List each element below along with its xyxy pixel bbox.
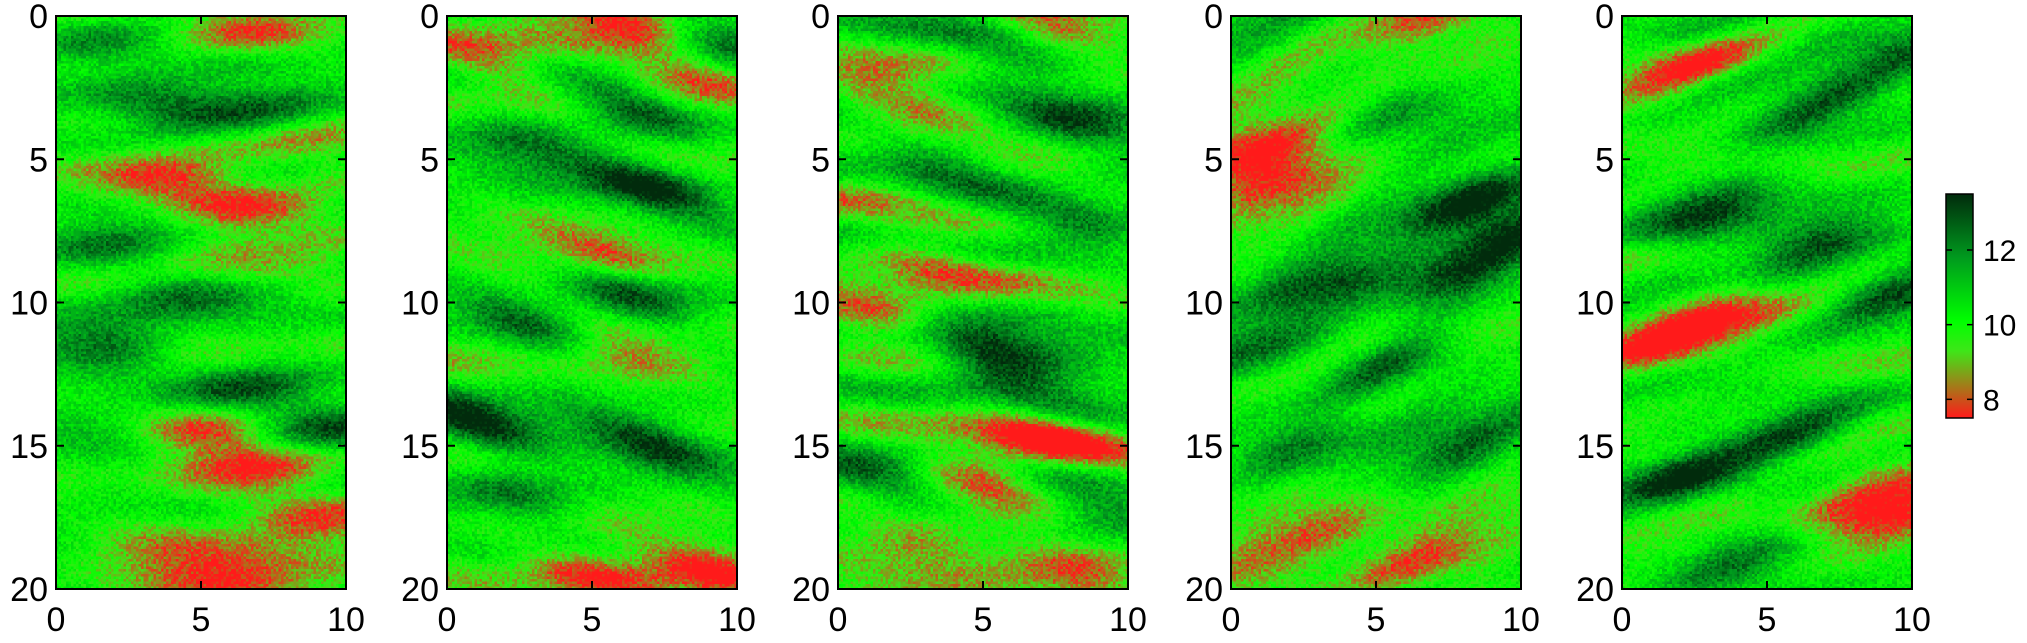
- x-tick-label: 5: [583, 601, 602, 639]
- y-tick-label: 20: [401, 571, 439, 609]
- x-tick-label: 10: [1109, 601, 1147, 639]
- colorbar-tick-label: 10: [1983, 310, 2016, 343]
- y-tick-label: 0: [1595, 0, 1614, 36]
- y-tick-label: 20: [792, 571, 830, 609]
- x-tick-label: 10: [718, 601, 756, 639]
- y-tick-label: 5: [420, 141, 439, 179]
- panel-4-heatmap: [1231, 16, 1521, 589]
- colorbar: 8 10 12: [1945, 193, 2016, 419]
- y-tick-label: 15: [792, 428, 830, 466]
- panel-2: 0 5 10 0 5 10 15 20: [401, 0, 756, 639]
- y-tick-label: 0: [29, 0, 48, 36]
- y-tick-label: 10: [10, 285, 48, 323]
- colorbar-tick-label: 12: [1983, 235, 2016, 268]
- y-tick-label: 10: [792, 285, 830, 323]
- y-tick-label: 5: [1595, 141, 1614, 179]
- x-tick-label: 0: [1222, 601, 1241, 639]
- y-tick-label: 15: [10, 428, 48, 466]
- x-tick-label: 0: [47, 601, 66, 639]
- x-tick-label: 0: [829, 601, 848, 639]
- x-tick-label: 5: [1367, 601, 1386, 639]
- y-tick-label: 0: [1204, 0, 1223, 36]
- y-tick-label: 5: [1204, 141, 1223, 179]
- panel-1-heatmap: [56, 16, 346, 589]
- x-tick-label: 5: [974, 601, 993, 639]
- y-tick-label: 5: [811, 141, 830, 179]
- y-tick-label: 20: [1185, 571, 1223, 609]
- panel-4: 0 5 10 0 5 10 15 20: [1185, 0, 1540, 639]
- colorbar-scale: [1945, 193, 1974, 419]
- y-tick-label: 15: [1576, 428, 1614, 466]
- x-tick-label: 0: [1613, 601, 1632, 639]
- panel-3: 0 5 10 0 5 10 15 20: [792, 0, 1147, 639]
- x-tick-label: 5: [1758, 601, 1777, 639]
- y-tick-label: 15: [1185, 428, 1223, 466]
- x-tick-label: 5: [192, 601, 211, 639]
- panel-3-heatmap: [838, 16, 1128, 589]
- panel-2-heatmap: [447, 16, 737, 589]
- x-tick-label: 10: [1893, 601, 1931, 639]
- x-tick-label: 0: [438, 601, 457, 639]
- y-tick-label: 0: [811, 0, 830, 36]
- panel-5: 0 5 10 0 5 10 15 20: [1576, 0, 1931, 639]
- y-tick-label: 20: [1576, 571, 1614, 609]
- y-tick-label: 10: [401, 285, 439, 323]
- y-tick-label: 20: [10, 571, 48, 609]
- panel-5-heatmap: [1622, 16, 1912, 589]
- x-tick-label: 10: [327, 601, 365, 639]
- panel-1: 0 5 10 0 5 10 15 20: [10, 0, 365, 639]
- y-tick-label: 0: [420, 0, 439, 36]
- y-tick-label: 15: [401, 428, 439, 466]
- y-tick-label: 10: [1185, 285, 1223, 323]
- y-tick-label: 5: [29, 141, 48, 179]
- y-tick-label: 10: [1576, 285, 1614, 323]
- colorbar-tick-label: 8: [1983, 384, 2000, 417]
- x-tick-label: 10: [1502, 601, 1540, 639]
